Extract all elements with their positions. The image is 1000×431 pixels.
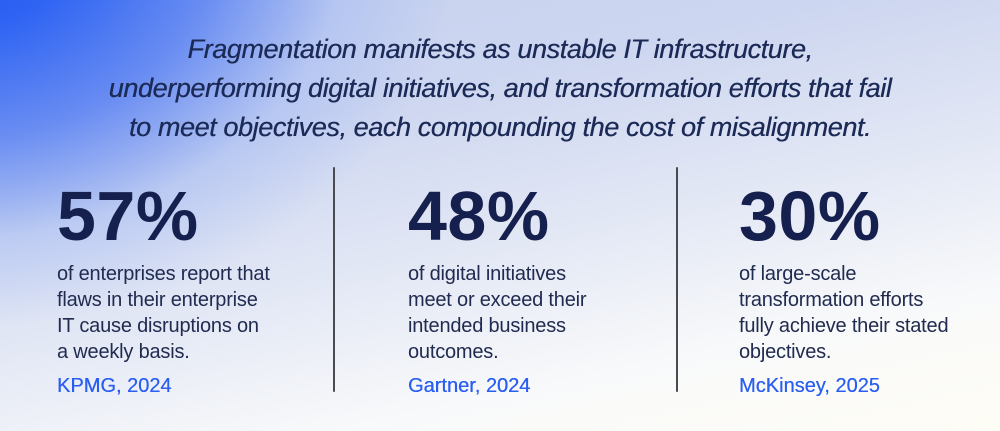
stat-card-mckinsey: 30% of large-scale transformation effort… bbox=[678, 167, 1000, 397]
stat-value-30: 30% bbox=[739, 177, 881, 255]
headline: Fragmentation manifests as unstable IT i… bbox=[108, 34, 892, 142]
stat-value-57: 57% bbox=[57, 177, 199, 255]
stat-source-link-mckinsey[interactable]: McKinsey, 2025 bbox=[739, 375, 880, 397]
stat-source-link-gartner[interactable]: Gartner, 2024 bbox=[408, 375, 531, 397]
stat-source-link-kpmg[interactable]: KPMG, 2024 bbox=[57, 375, 172, 397]
stat-value-48: 48% bbox=[408, 177, 550, 255]
vertical-divider bbox=[333, 167, 335, 392]
stat-description: of large-scale transformation efforts fu… bbox=[739, 263, 949, 363]
stat-card-kpmg: 57% of enterprises report that flaws in … bbox=[0, 167, 333, 397]
stats-row: 57% of enterprises report that flaws in … bbox=[0, 167, 1000, 397]
stat-description: of enterprises report that flaws in thei… bbox=[57, 263, 270, 363]
stat-description: of digital initiatives meet or exceed th… bbox=[408, 263, 587, 363]
vertical-divider bbox=[676, 167, 678, 392]
stat-card-gartner: 48% of digital initiatives meet or excee… bbox=[335, 167, 676, 397]
